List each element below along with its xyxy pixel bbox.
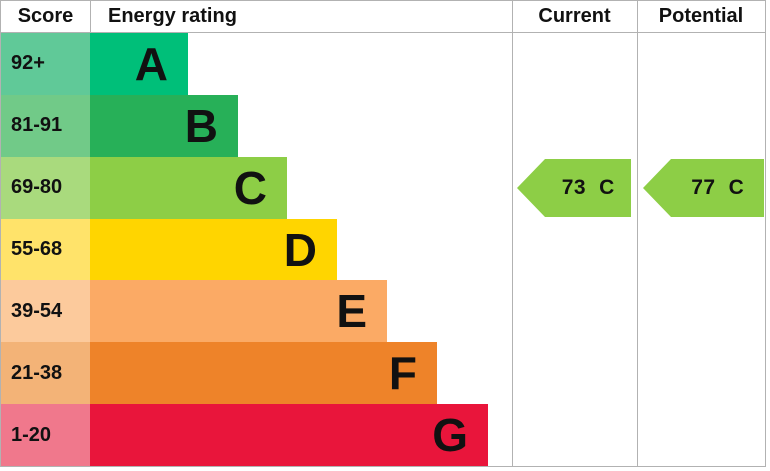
rating-bands: 92+ A 81-91 B 69-80 C 55-68 D 39-54 E 21… bbox=[1, 33, 765, 466]
band-letter: E bbox=[336, 285, 367, 338]
band-row: 69-80 C bbox=[1, 156, 765, 219]
band-score-range: 55-68 bbox=[1, 218, 90, 281]
band-letter: D bbox=[283, 223, 317, 276]
current-rating-value: 73 bbox=[561, 176, 587, 199]
band-row: 92+ A bbox=[1, 33, 765, 95]
potential-rating-value: 77 bbox=[691, 176, 716, 199]
band-score-range: 69-80 bbox=[1, 156, 90, 219]
chart-header: Score Energy rating Current Potential bbox=[1, 1, 765, 33]
band-bar: A bbox=[90, 33, 188, 95]
band-row: 55-68 D bbox=[1, 218, 765, 281]
band-score-range: 21-38 bbox=[1, 342, 90, 405]
current-rating-band-letter: C bbox=[599, 176, 615, 199]
current-rating-arrow: 73 C bbox=[517, 159, 631, 217]
band-score-range: 81-91 bbox=[1, 94, 90, 157]
band-bar: B bbox=[90, 94, 238, 157]
band-row: 1-20 G bbox=[1, 404, 765, 466]
band-row: 39-54 E bbox=[1, 280, 765, 343]
potential-rating-band-letter: C bbox=[728, 176, 744, 199]
current-column-divider bbox=[512, 1, 513, 466]
band-letter: A bbox=[134, 37, 168, 90]
score-column-header: Score bbox=[1, 1, 91, 32]
current-column-header: Current bbox=[538, 5, 611, 27]
potential-column-header: Potential bbox=[658, 5, 744, 27]
band-letter: G bbox=[432, 409, 468, 462]
band-score-range: 39-54 bbox=[1, 280, 90, 343]
band-letter: F bbox=[388, 347, 417, 400]
band-bar: F bbox=[90, 342, 437, 405]
band-bar: E bbox=[90, 280, 387, 343]
band-bar: G bbox=[90, 404, 488, 466]
band-score-range: 1-20 bbox=[1, 404, 90, 466]
band-bar: C bbox=[90, 156, 287, 219]
energy-rating-column-header: Energy rating bbox=[108, 5, 237, 27]
band-bar: D bbox=[90, 218, 337, 281]
potential-column-divider bbox=[637, 1, 638, 466]
band-score-range: 92+ bbox=[1, 33, 90, 95]
band-letter: C bbox=[233, 161, 267, 214]
band-row: 81-91 B bbox=[1, 94, 765, 157]
band-row: 21-38 F bbox=[1, 342, 765, 405]
potential-rating-arrow: 77 C bbox=[643, 159, 764, 217]
band-letter: B bbox=[184, 99, 218, 152]
